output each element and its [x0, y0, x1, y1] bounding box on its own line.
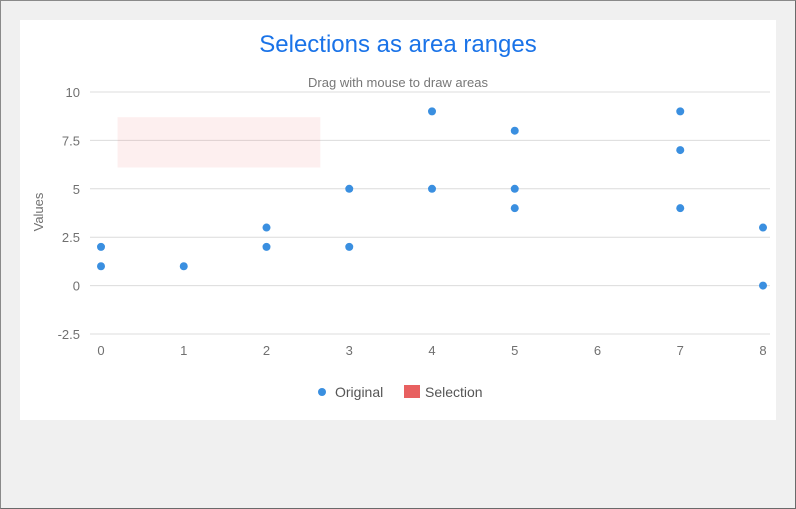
- y-tick-label: -2.5: [58, 327, 80, 342]
- x-axis-ticks: 0 1 2 3 4 5 6 7 8: [97, 343, 766, 358]
- data-point[interactable]: [345, 184, 354, 193]
- chart-container[interactable]: Selections as area ranges Drag with mous…: [20, 20, 776, 420]
- x-tick-label: 8: [759, 343, 766, 358]
- chart-title: Selections as area ranges: [259, 31, 537, 58]
- data-point[interactable]: [510, 204, 519, 213]
- legend-label: Selection: [425, 384, 483, 400]
- x-tick-label: 5: [511, 343, 518, 358]
- legend-label: Original: [335, 384, 383, 400]
- legend-marker-rect: [404, 385, 420, 398]
- selection-area[interactable]: [117, 117, 321, 168]
- data-point[interactable]: [428, 184, 436, 193]
- data-point[interactable]: [676, 107, 685, 116]
- x-tick-label: 0: [97, 343, 104, 358]
- y-tick-label: 7.5: [62, 133, 80, 148]
- data-point[interactable]: [97, 242, 105, 251]
- data-point[interactable]: [510, 126, 519, 135]
- chart-svg[interactable]: Selections as area ranges Drag with mous…: [20, 20, 776, 420]
- data-point[interactable]: [97, 262, 105, 271]
- data-point[interactable]: [262, 223, 271, 232]
- chart-subtitle: Drag with mouse to draw areas: [308, 75, 488, 90]
- data-point[interactable]: [676, 204, 685, 213]
- y-axis-title: Values: [31, 192, 46, 231]
- x-tick-label: 1: [180, 343, 187, 358]
- data-point[interactable]: [262, 242, 271, 251]
- y-tick-label: 0: [73, 279, 80, 294]
- data-point[interactable]: [345, 242, 354, 251]
- data-point[interactable]: [428, 107, 436, 116]
- x-tick-label: 7: [677, 343, 684, 358]
- data-point[interactable]: [510, 184, 519, 193]
- data-point[interactable]: [759, 281, 767, 290]
- legend-item[interactable]: Selection: [404, 384, 483, 400]
- x-tick-label: 2: [263, 343, 270, 358]
- y-tick-label: 2.5: [62, 230, 80, 245]
- x-tick-label: 3: [346, 343, 353, 358]
- x-tick-label: 6: [594, 343, 601, 358]
- plot-area[interactable]: [97, 107, 767, 290]
- legend-marker-circle: [318, 388, 326, 396]
- y-axis-ticks: 10 7.5 5 2.5 0 -2.5: [58, 85, 80, 342]
- y-tick-label: 5: [73, 182, 80, 197]
- legend-item[interactable]: Original: [318, 384, 383, 400]
- grid-lines: [90, 91, 770, 335]
- y-tick-label: 10: [66, 85, 80, 100]
- data-point[interactable]: [179, 262, 188, 271]
- x-tick-label: 4: [428, 343, 435, 358]
- data-point[interactable]: [759, 223, 767, 232]
- data-point[interactable]: [676, 146, 685, 155]
- legend[interactable]: Original Selection: [318, 384, 483, 400]
